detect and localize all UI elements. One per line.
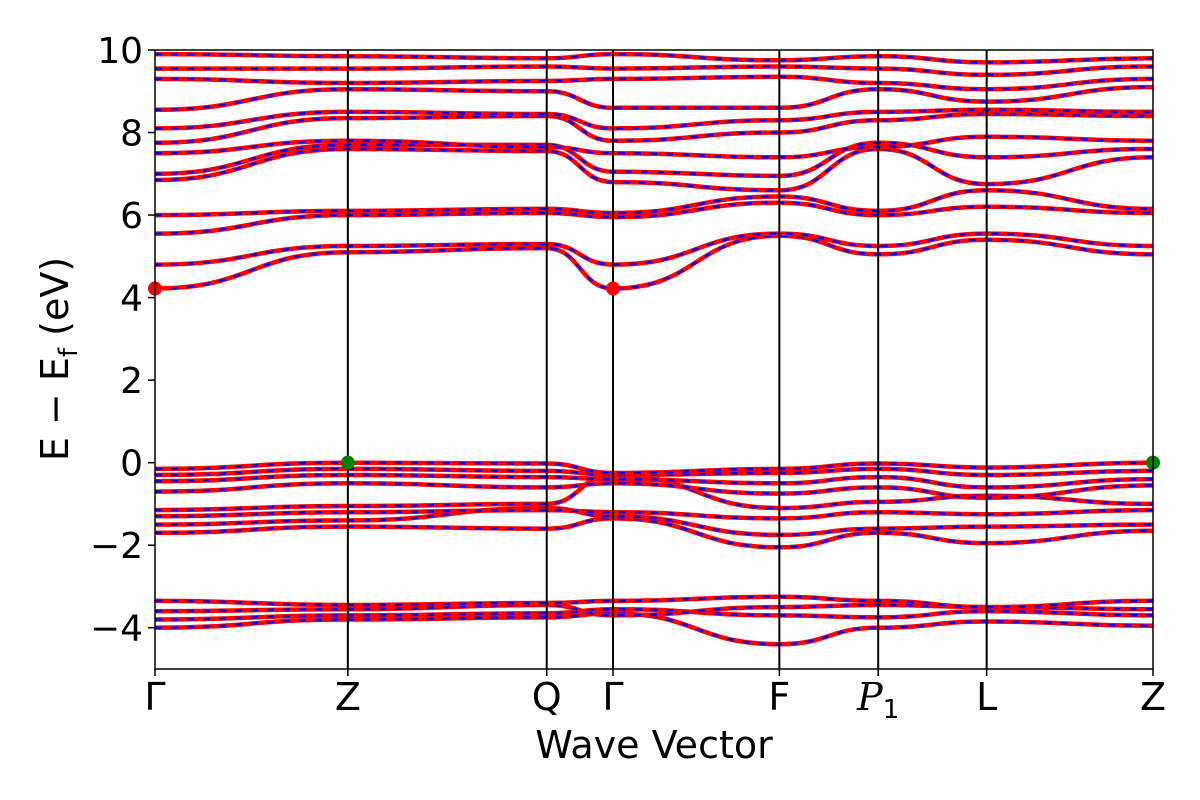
kpoint-label: P1 [856,675,899,725]
kpoint-label: F [768,675,790,719]
y-axis-ticks: −4 −2 0 2 4 6 8 10 [90,31,155,650]
y-axis-label: E − Ef (eV) [33,257,84,461]
y-tick-label: −2 [90,526,143,567]
y-tick-label: 4 [120,279,143,320]
kpoint-label: Z [335,675,361,719]
y-tick-label: 8 [120,114,143,155]
y-axis-label-subscript: f [54,347,84,357]
y-axis-label-main: E − E [33,357,77,461]
y-axis-label-space [33,336,77,348]
x-axis-kpoint-labels: Γ Z Q Γ F P1 L Z [144,669,1166,725]
y-tick-label: 0 [120,444,143,485]
plot-frame [154,49,1154,670]
x-axis-label: Wave Vector [535,723,773,767]
vbm-marker-0 [340,455,355,470]
kpoint-label: L [976,675,997,719]
y-axis-label-unit: (eV) [33,257,77,336]
kpath-lines [346,50,988,669]
y-tick-label: −4 [90,609,143,650]
y-tick-label: 10 [97,31,143,72]
cbm-marker-1 [606,281,621,296]
kpoint-label: Q [532,675,562,719]
kpoint-label: Γ [144,675,165,719]
y-tick-label: 6 [120,196,143,237]
y-tick-label: 2 [120,361,143,402]
kpoint-label: Z [1140,675,1166,719]
kpoint-label: Γ [602,675,623,719]
